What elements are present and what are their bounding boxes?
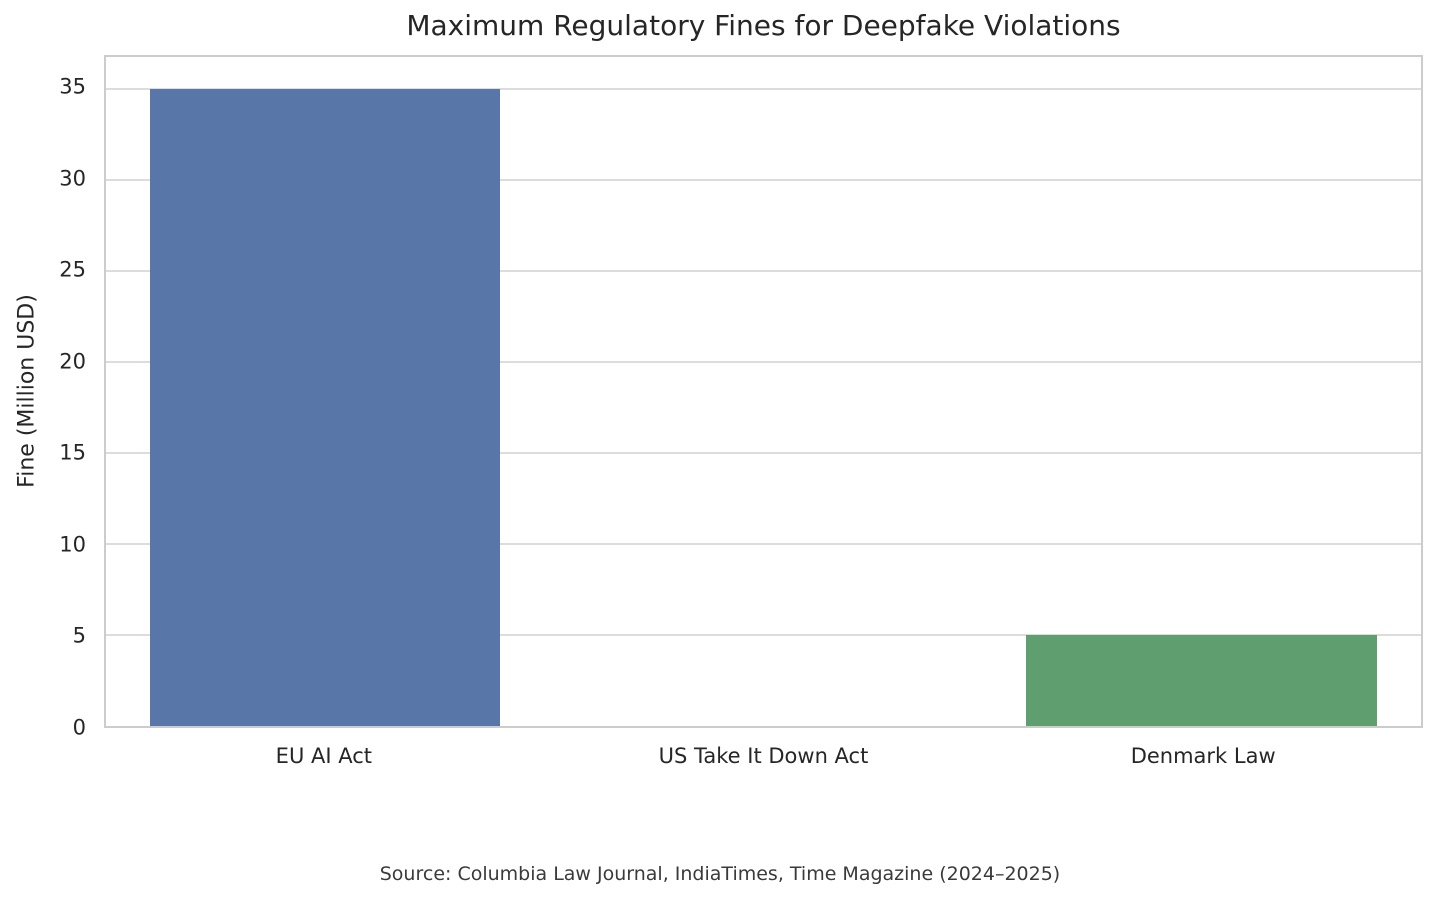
bar-eu-ai-act	[149, 88, 501, 726]
y-tick-label: 15	[59, 440, 86, 465]
gridline	[106, 178, 1421, 181]
y-tick-label: 25	[59, 257, 86, 282]
y-tick-label: 35	[59, 74, 86, 99]
gridline	[106, 87, 1421, 90]
bar-slot	[106, 57, 544, 726]
bars-container	[106, 57, 1421, 726]
source-note: Source: Columbia Law Journal, IndiaTimes…	[379, 863, 1061, 885]
plot-area	[104, 55, 1423, 728]
y-tick-label: 10	[59, 532, 86, 557]
x-tick-label: US Take It Down Act	[658, 744, 869, 768]
bar-denmark-law	[1026, 634, 1378, 726]
gridline	[106, 269, 1421, 272]
gridline	[106, 542, 1421, 545]
bar-slot	[544, 57, 982, 726]
y-tick-label: 0	[72, 715, 86, 740]
x-tick-labels: EU AI Act US Take It Down Act Denmark Law	[104, 742, 1423, 770]
y-tick-label: 30	[59, 166, 86, 191]
chart-title: Maximum Regulatory Fines for Deepfake Vi…	[406, 9, 1121, 42]
bar-slot	[983, 57, 1421, 726]
gridline	[106, 360, 1421, 363]
gridline	[106, 633, 1421, 636]
y-tick-label: 5	[72, 623, 86, 648]
y-tick-label: 20	[59, 349, 86, 374]
x-tick-label: Denmark Law	[1130, 744, 1276, 768]
y-tick-labels: 0 5 10 15 20 25 30 35	[0, 55, 86, 738]
x-tick-label: EU AI Act	[275, 744, 372, 768]
gridline	[106, 451, 1421, 454]
